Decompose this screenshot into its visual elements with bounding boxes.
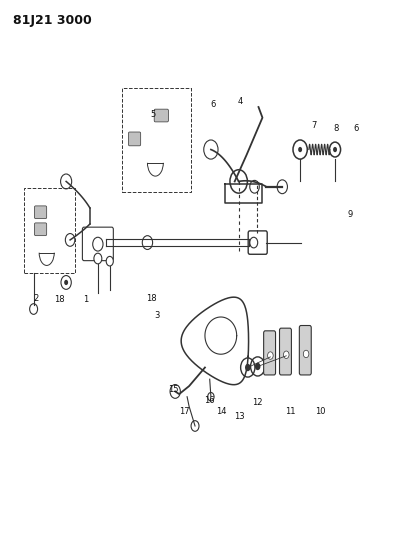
Bar [122, 88, 191, 192]
Text: 12: 12 [252, 398, 263, 407]
Text: 16: 16 [205, 396, 215, 405]
Text: 9: 9 [347, 210, 352, 219]
Text: 8: 8 [333, 124, 339, 133]
FancyBboxPatch shape [154, 109, 168, 122]
Text: 11: 11 [285, 407, 295, 416]
FancyBboxPatch shape [299, 326, 311, 375]
FancyBboxPatch shape [279, 328, 291, 375]
Text: 15: 15 [168, 385, 178, 394]
Circle shape [245, 364, 251, 371]
Text: 13: 13 [234, 412, 245, 421]
Circle shape [142, 236, 152, 249]
Text: 10: 10 [315, 407, 325, 416]
Text: 1: 1 [83, 295, 89, 304]
Text: 18: 18 [146, 294, 157, 303]
Text: 6: 6 [210, 100, 216, 109]
Circle shape [298, 147, 302, 152]
Circle shape [208, 392, 214, 401]
Text: 3: 3 [155, 311, 160, 320]
FancyBboxPatch shape [34, 206, 47, 219]
Circle shape [64, 280, 68, 285]
Circle shape [303, 350, 309, 358]
Circle shape [267, 352, 273, 359]
Text: 18: 18 [54, 295, 65, 304]
Circle shape [106, 256, 113, 266]
Circle shape [255, 363, 260, 370]
Text: 4: 4 [238, 97, 243, 106]
Text: 6: 6 [353, 124, 358, 133]
FancyBboxPatch shape [34, 223, 47, 236]
Text: 7: 7 [311, 121, 317, 130]
Text: 81J21 3000: 81J21 3000 [13, 14, 92, 27]
Circle shape [333, 147, 337, 152]
Text: 17: 17 [179, 407, 189, 416]
FancyBboxPatch shape [263, 331, 275, 375]
Text: 14: 14 [217, 407, 227, 416]
Circle shape [283, 351, 289, 359]
FancyBboxPatch shape [129, 132, 141, 146]
Bar [24, 188, 75, 273]
Text: 5: 5 [151, 110, 156, 119]
Text: 2: 2 [33, 294, 38, 303]
Circle shape [94, 253, 102, 264]
